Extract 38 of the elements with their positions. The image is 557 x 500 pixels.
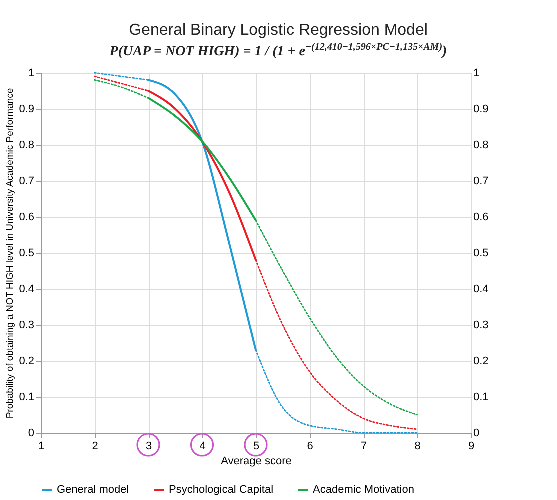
y2-tick-label: 0.5 — [474, 247, 489, 260]
chart-title: General Binary Logistic Regression Model — [128, 22, 429, 40]
x-tick-label: 3 — [146, 440, 152, 452]
y-tick-label: 0.5 — [19, 247, 34, 260]
y-tick-label: 0.4 — [19, 283, 34, 296]
y-tick-label: 0.6 — [19, 211, 34, 224]
legend-label: General model — [57, 484, 130, 496]
y-tick-label: 0.3 — [19, 319, 34, 332]
y-tick-label: 0.8 — [19, 139, 34, 152]
y2-tick-label: 0.9 — [474, 103, 489, 116]
y-tick-label: 0.7 — [19, 175, 34, 188]
x-tick-label: 7 — [360, 440, 368, 452]
y2-tick-label: 0.7 — [474, 175, 489, 188]
y-axis-title: Probability of obtaining a NOT HIGH level in University Academic Performance — [5, 88, 16, 418]
y2-tick-label: 0.6 — [474, 211, 489, 224]
y2-tick-label: 1 — [474, 67, 480, 80]
y2-tick-label: 0.1 — [474, 391, 489, 404]
y-tick-label: 0 — [28, 427, 34, 440]
y-tick-label: 0.9 — [19, 103, 34, 116]
x-tick-label: 6 — [307, 440, 314, 452]
y-tick-label: 0.1 — [19, 391, 34, 404]
y2-tick-label: 0.3 — [474, 319, 489, 332]
x-tick-label: 4 — [200, 440, 206, 452]
x-tick-label: 8 — [414, 440, 421, 452]
chart-subtitle: P(UAP = NOT HIGH) = 1 / (1 + e$^{−(12,410−1,596×PC−1,135×AM)}$) — [108, 42, 448, 61]
legend-label: Academic Motivation — [313, 484, 414, 496]
y2-tick-label: 0.4 — [474, 283, 489, 296]
y2-tick-label: 0 — [474, 427, 480, 440]
x-tick-label: 2 — [92, 440, 98, 452]
x-tick-label: 5 — [253, 440, 260, 452]
x-tick-label: 9 — [468, 440, 475, 452]
y-tick-label: 1 — [28, 67, 34, 80]
x-axis-title: Average score — [221, 455, 292, 468]
y2-tick-label: 0.8 — [474, 139, 489, 152]
legend-label: Psychological Capital — [169, 484, 274, 496]
y-tick-label: 0.2 — [19, 355, 34, 368]
y2-tick-label: 0.2 — [474, 355, 489, 368]
x-tick-label: 1 — [38, 440, 45, 452]
